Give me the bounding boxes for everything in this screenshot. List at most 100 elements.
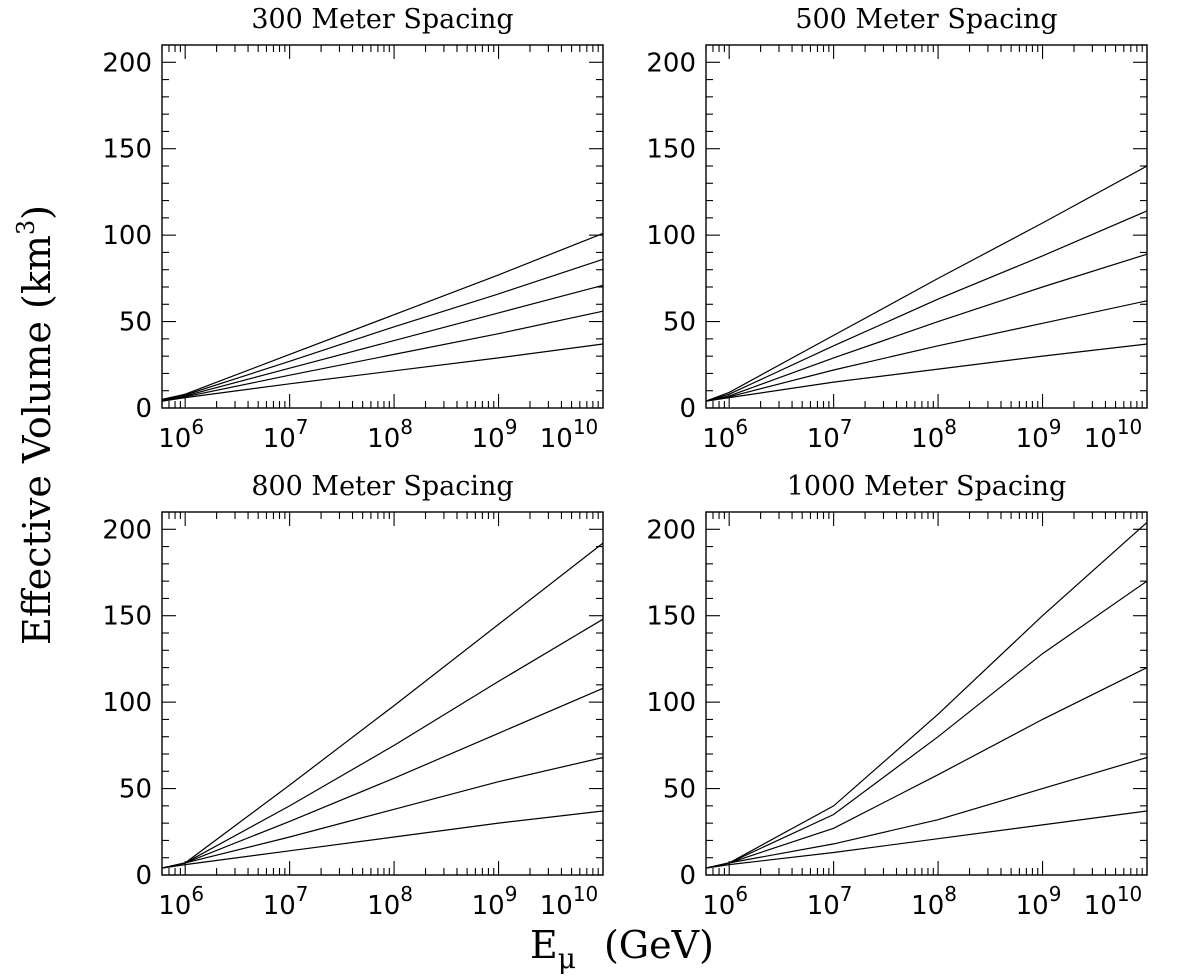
x-tick-label-base: 10 (807, 891, 840, 921)
y-tick-label: 150 (646, 602, 696, 632)
series-line-1 (705, 521, 1148, 869)
x-tick-label: 1010 (540, 415, 599, 454)
x-axis-label-symbol: E (530, 923, 558, 967)
x-tick-label-exponent: 10 (1117, 882, 1142, 906)
x-tick-label: 109 (1016, 415, 1062, 454)
y-tick-label: 0 (135, 861, 152, 891)
x-tick-label-base: 10 (540, 891, 573, 921)
y-axis-label-close: ) (15, 205, 59, 220)
chart-title: 300 Meter Spacing (251, 4, 513, 35)
plot-frame (705, 511, 1148, 876)
series-line-4 (161, 310, 604, 402)
y-axis-label: Effective Volume (km3) (12, 205, 59, 645)
series-line-1 (705, 165, 1148, 402)
x-tick-label-base: 10 (807, 424, 840, 454)
x-tick-label: 107 (263, 415, 309, 454)
x-axis-label: Eμ (GeV) (530, 923, 714, 975)
y-tick-label: 100 (646, 688, 696, 718)
x-tick-label-base: 10 (367, 424, 400, 454)
y-tick-label: 50 (663, 775, 696, 805)
x-tick-label: 1010 (1084, 415, 1143, 454)
chart-title: 800 Meter Spacing (251, 471, 513, 502)
y-tick-label: 100 (102, 688, 152, 718)
x-tick-label-exponent: 9 (1049, 882, 1062, 906)
plot-frame (161, 44, 604, 409)
x-tick-label-exponent: 9 (1049, 415, 1062, 439)
y-tick-label: 50 (119, 308, 152, 338)
series-line-3 (705, 667, 1148, 869)
x-tick-label: 107 (807, 882, 853, 921)
series-line-4 (705, 756, 1148, 869)
x-tick-label: 106 (702, 415, 748, 454)
chart-title: 1000 Meter Spacing (787, 471, 1067, 502)
y-tick-label: 200 (102, 48, 152, 78)
y-tick-label: 0 (679, 394, 696, 424)
x-tick-label-base: 10 (702, 891, 735, 921)
series-line-4 (161, 756, 604, 869)
x-tick-label-exponent: 6 (191, 415, 204, 439)
x-axis-label-unit: (GeV) (604, 923, 714, 967)
x-tick-label: 109 (1016, 882, 1062, 921)
y-tick-label: 100 (102, 221, 152, 251)
series-line-2 (161, 258, 604, 400)
series-line-1 (161, 542, 604, 869)
x-tick-label-exponent: 8 (944, 882, 957, 906)
x-tick-label: 107 (263, 882, 309, 921)
x-tick-label-exponent: 10 (573, 882, 598, 906)
series-line-5 (161, 343, 604, 402)
series-line-3 (161, 284, 604, 401)
x-tick-label: 108 (367, 415, 413, 454)
y-tick-label: 200 (102, 515, 152, 545)
x-tick-label-base: 10 (367, 891, 400, 921)
x-tick-label-exponent: 10 (1117, 415, 1142, 439)
series-line-5 (705, 343, 1148, 402)
y-tick-label: 0 (679, 861, 696, 891)
y-axis-label-superscript: 3 (12, 220, 40, 235)
x-tick-label: 106 (158, 882, 204, 921)
x-tick-label-base: 10 (1016, 424, 1049, 454)
x-tick-label-base: 10 (1084, 424, 1117, 454)
plot-frame (161, 511, 604, 876)
x-tick-label-exponent: 6 (191, 882, 204, 906)
x-tick-label-exponent: 10 (573, 415, 598, 439)
x-tick-label-exponent: 7 (840, 882, 853, 906)
y-tick-label: 150 (102, 602, 152, 632)
x-tick-label: 108 (911, 882, 957, 921)
x-tick-label: 1010 (1084, 882, 1143, 921)
x-tick-label-base: 10 (540, 424, 573, 454)
y-tick-label: 50 (119, 775, 152, 805)
series-line-5 (161, 810, 604, 869)
x-tick-label-exponent: 7 (296, 415, 309, 439)
x-tick-label: 109 (472, 882, 518, 921)
x-tick-label: 108 (911, 415, 957, 454)
x-tick-label-exponent: 8 (400, 415, 413, 439)
x-tick-label-base: 10 (263, 424, 296, 454)
x-tick-label-base: 10 (702, 424, 735, 454)
x-tick-label: 108 (367, 882, 413, 921)
svg-text:Effective Volume (km3): Effective Volume (km3) (12, 205, 59, 645)
x-tick-label-base: 10 (263, 891, 296, 921)
y-axis-label-text: Effective Volume (km (15, 235, 59, 645)
x-tick-label-base: 10 (158, 891, 191, 921)
y-tick-label: 100 (646, 221, 696, 251)
x-tick-label: 106 (158, 415, 204, 454)
x-tick-label-exponent: 6 (735, 415, 748, 439)
plot-frame (705, 44, 1148, 409)
x-tick-label-exponent: 7 (296, 882, 309, 906)
y-tick-label: 150 (646, 135, 696, 165)
x-tick-label: 106 (702, 882, 748, 921)
x-tick-label-base: 10 (911, 891, 944, 921)
x-tick-label-base: 10 (1016, 891, 1049, 921)
x-tick-label-base: 10 (911, 424, 944, 454)
x-tick-label-exponent: 6 (735, 882, 748, 906)
y-tick-label: 50 (663, 308, 696, 338)
series-line-3 (705, 253, 1148, 402)
y-tick-label: 0 (135, 394, 152, 424)
x-tick-label-base: 10 (158, 424, 191, 454)
